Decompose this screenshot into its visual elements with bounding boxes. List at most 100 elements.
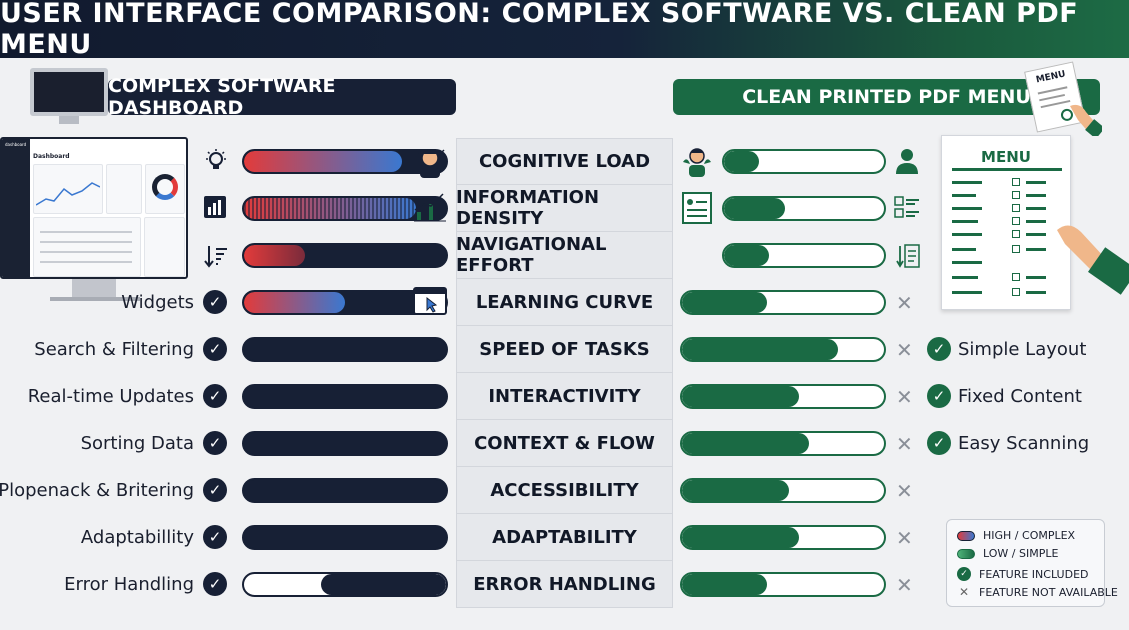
menu-feature-label: Simple Layout [958, 339, 1087, 360]
menu-doc-title: MENU [981, 148, 1031, 166]
menu-feature-label: Fixed Content [958, 386, 1082, 407]
simplicity-bar [680, 525, 886, 550]
sort-icon [203, 243, 229, 269]
complexity-bar [242, 384, 448, 409]
page-title: USER INTERFACE COMPARISON: COMPLEX SOFTW… [0, 0, 1079, 60]
complexity-bar [242, 337, 448, 362]
x-icon: ✕ [958, 585, 970, 599]
left-section-header: COMPLEX SOFTWARE DASHBOARD [108, 75, 456, 119]
simplicity-bar [680, 290, 886, 315]
simplicity-bar [680, 478, 886, 503]
metric-label: ADAPTABILITY [456, 514, 673, 561]
monitor-icon [30, 68, 108, 124]
comparison-row: LEARNING CURVE Widgets ✓ ✕ [0, 279, 1129, 326]
comparison-row: NAVIGATIONAL EFFORT [0, 232, 1129, 279]
software-feature-label: Sorting Data [80, 433, 194, 454]
legend-not-available-label: FEATURE NOT AVAILABLE [979, 585, 1118, 599]
legend-included-label: FEATURE INCLUDED [979, 567, 1089, 581]
menu-document: MENU [941, 135, 1071, 310]
complexity-bar-fill [320, 574, 446, 595]
check-icon: ✓ [203, 384, 227, 408]
complexity-bar-fill [244, 339, 446, 360]
legend-high: HIGH / COMPLEX [957, 529, 1075, 542]
check-icon: ✓ [927, 431, 951, 455]
complexity-bar-fill [244, 151, 402, 172]
complexity-bar-fill [244, 292, 345, 313]
legend: HIGH / COMPLEX LOW / SIMPLE ✓ FEATURE IN… [946, 519, 1118, 607]
simplicity-bar [680, 337, 886, 362]
menu-feature-label: Easy Scanning [958, 433, 1090, 454]
complexity-bar-fill [244, 433, 446, 454]
legend-high-label: HIGH / COMPLEX [983, 529, 1076, 542]
dashboard-mock-title: Dashboard [33, 153, 70, 160]
legend-low: LOW / SIMPLE [957, 547, 1058, 560]
complexity-bar-fill [244, 245, 305, 266]
x-icon: ✕ [896, 385, 913, 409]
complexity-bar-fill [244, 386, 446, 407]
metric-label: INTERACTIVITY [456, 373, 673, 420]
calm-person-icon [680, 144, 714, 178]
software-feature-label: Error Handling [64, 574, 194, 595]
comparison-row: CONTEXT & FLOW Sorting Data ✓ ✕ ✓ Easy Scanni… [0, 420, 1129, 467]
software-feature-label: Real-time Updates [27, 386, 194, 407]
software-feature-label: Search & Filtering [34, 339, 194, 360]
bar-chart-icon [203, 195, 227, 219]
legend-not-available: ✕ FEATURE NOT AVAILABLE [957, 585, 1118, 599]
comparison-row: ADAPTABILITY Adaptabillity ✓ ✕ [0, 514, 1129, 561]
x-icon: ✕ [896, 291, 913, 315]
simplicity-bar-fill [682, 292, 767, 313]
legend-low-label: LOW / SIMPLE [983, 547, 1059, 560]
legend-included: ✓ FEATURE INCLUDED [957, 567, 1088, 581]
comparison-row: INTERACTIVITY Real-time Updates ✓ ✕ ✓ Fixed C… [0, 373, 1129, 420]
comparison-row: COGNITIVE LOAD [0, 138, 1129, 185]
software-feature-label: Plopenack & Britering [0, 480, 194, 501]
comparison-row: ACCESSIBILITY Plopenack & Britering ✓ ✕ [0, 467, 1129, 514]
hand-icon [1068, 100, 1102, 136]
x-icon: ✕ [896, 432, 913, 456]
dashboard-screen: Dashboard dashboard [0, 137, 188, 279]
complexity-bar [242, 196, 448, 221]
stressed-person-icon [413, 144, 447, 178]
simplicity-bar-fill [682, 433, 810, 454]
check-icon: ✓ [203, 572, 227, 596]
page-header: USER INTERFACE COMPARISON: COMPLEX SOFTW… [0, 0, 1129, 60]
simplicity-bar [680, 431, 886, 456]
complexity-bar [242, 572, 448, 597]
check-icon: ✓ [927, 384, 951, 408]
complexity-bar [242, 478, 448, 503]
lightbulb-icon [203, 148, 229, 174]
metric-label: ACCESSIBILITY [456, 467, 673, 514]
document-list-icon [682, 192, 712, 224]
check-icon: ✓ [203, 525, 227, 549]
dashboard-monitor: Dashboard dashboard [0, 137, 188, 302]
complexity-bar-fill [244, 198, 416, 219]
check-icon: ✓ [203, 431, 227, 455]
software-feature-label: Adaptabillity [80, 527, 194, 548]
complexity-bar [242, 243, 448, 268]
x-icon: ✕ [896, 338, 913, 362]
simplicity-bar [680, 572, 886, 597]
sort-list-icon [895, 243, 921, 269]
metric-label: CONTEXT & FLOW [456, 420, 673, 467]
hand-holding-menu-icon [1055, 210, 1129, 300]
metric-label: LEARNING CURVE [456, 279, 673, 326]
simplicity-bar-fill [724, 198, 785, 219]
simplicity-bar-fill [724, 245, 769, 266]
comparison-row: SPEED OF TASKS Search & Filtering ✓ ✕ ✓ Simpl… [0, 326, 1129, 373]
metric-label: INFORMATION DENSITY [456, 185, 673, 232]
cursor-window-icon [413, 286, 447, 318]
simplicity-bar [722, 243, 886, 268]
comparison-row: ERROR HANDLING Error Handling ✓ ✕ [0, 561, 1129, 608]
complexity-bar [242, 431, 448, 456]
complexity-bar [242, 290, 448, 315]
metric-label: SPEED OF TASKS [456, 326, 673, 373]
checklist-icon [894, 195, 920, 221]
check-icon: ✓ [203, 337, 227, 361]
growth-chart-icon [413, 192, 447, 222]
check-icon: ✓ [957, 567, 971, 581]
complexity-bar [242, 525, 448, 550]
user-icon [895, 147, 919, 175]
x-icon: ✕ [896, 573, 913, 597]
comparison-row: INFORMATION DENSITY [0, 185, 1129, 232]
metric-label: ERROR HANDLING [456, 561, 673, 608]
